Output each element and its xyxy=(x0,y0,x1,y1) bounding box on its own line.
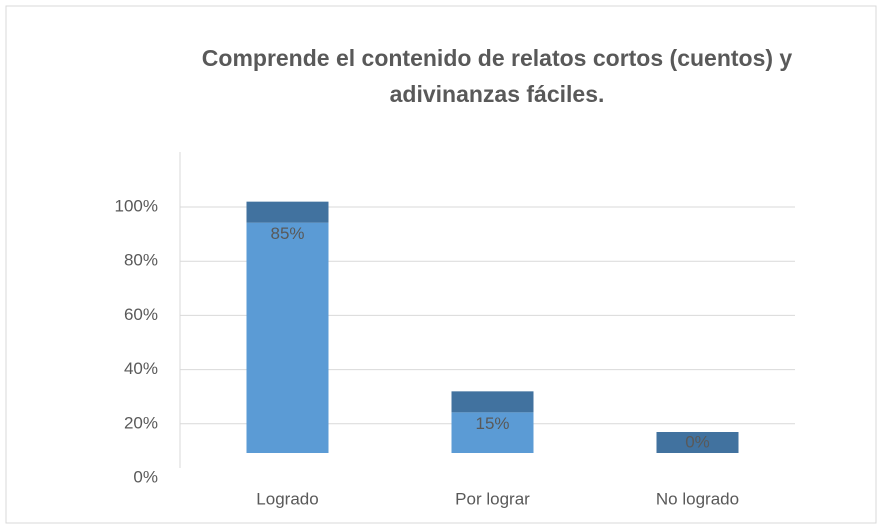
value-label: 85% xyxy=(270,224,304,243)
bar-top xyxy=(451,391,534,413)
y-tick-label: 0% xyxy=(133,467,158,486)
y-tick-label: 40% xyxy=(124,359,158,378)
x-tick-label: Logrado xyxy=(256,489,318,508)
value-label: 0% xyxy=(685,432,710,451)
value-label: 15% xyxy=(475,414,509,433)
x-tick-label: Por lograr xyxy=(455,489,530,508)
bar xyxy=(451,412,534,453)
x-tick-label: No logrado xyxy=(656,489,739,508)
y-tick-label: 80% xyxy=(124,251,158,270)
bar-top xyxy=(656,432,739,453)
y-tick-label: 100% xyxy=(115,196,158,215)
chart-title: Comprende el contenido de relatos cortos… xyxy=(201,45,793,107)
bar xyxy=(246,222,329,453)
bar-top xyxy=(246,201,329,223)
y-tick-label: 60% xyxy=(124,305,158,324)
y-tick-label: 20% xyxy=(124,413,158,432)
